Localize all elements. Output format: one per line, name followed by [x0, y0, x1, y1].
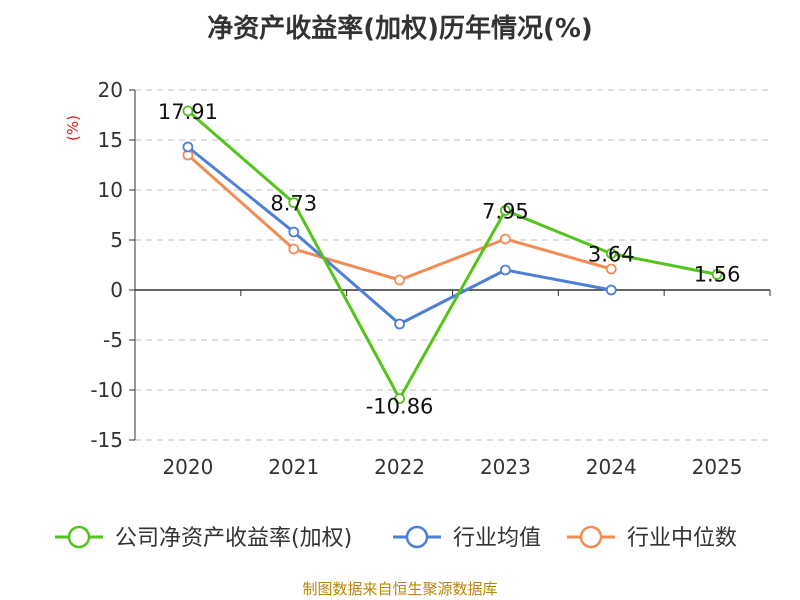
data-point	[288, 197, 300, 209]
legend-swatch-marker	[405, 525, 429, 549]
y-tick-label: 20	[98, 78, 123, 102]
grid-lines	[135, 89, 770, 441]
legend-item[interactable]: 公司净资产收益率(加权)	[55, 525, 352, 551]
data-point	[394, 274, 405, 286]
x-tick-label: 2025	[692, 455, 743, 479]
data-point	[182, 105, 194, 117]
axes	[129, 89, 771, 441]
y-tick-label: 10	[98, 178, 123, 202]
legend-swatch-marker	[67, 525, 91, 549]
data-point	[500, 264, 511, 276]
data-point	[605, 284, 617, 296]
y-axis-label: (%)	[64, 115, 82, 141]
data-label: -10.86	[366, 395, 434, 419]
data-point	[394, 393, 405, 405]
legend-label: 行业均值	[453, 526, 541, 551]
y-tick-label: 0	[110, 278, 123, 302]
data-point	[711, 268, 723, 280]
data-point	[288, 243, 300, 255]
data-point	[500, 205, 511, 216]
legend-label: 公司净资产收益率(加权)	[115, 526, 352, 551]
data-labels: 17.91 8.73 -10.86 7.95 3.64 1.56	[158, 100, 741, 419]
data-label: 17.91	[158, 100, 218, 124]
data-label: 8.73	[270, 192, 317, 216]
series-line	[186, 145, 612, 326]
data-point	[288, 226, 300, 238]
x-tick-label: 2023	[480, 455, 531, 479]
x-tick-label: 2020	[162, 455, 213, 479]
series-line	[186, 109, 718, 401]
series-line	[186, 153, 612, 282]
legend-item[interactable]: 行业均值	[393, 525, 541, 551]
legend-item[interactable]: 行业中位数	[567, 525, 737, 551]
x-tick-label: 2024	[586, 455, 637, 479]
x-tick-label: 2022	[374, 455, 425, 479]
source-note: 制图数据来自恒生聚源数据库	[302, 580, 498, 598]
y-tick-label: -5	[103, 328, 123, 352]
chart-title: 净资产收益率(加权)历年情况(%)	[207, 14, 593, 44]
data-point	[182, 141, 194, 153]
x-tick-label: 2021	[268, 455, 319, 479]
legend-swatch-marker	[579, 525, 603, 549]
legend: 公司净资产收益率(加权) 行业均值 行业中位数	[55, 525, 737, 551]
data-label: 3.64	[588, 243, 635, 267]
legend-label: 行业中位数	[627, 526, 737, 551]
series-lines	[186, 109, 718, 401]
data-point	[500, 233, 511, 245]
data-label: 7.95	[482, 200, 529, 224]
tick-labels: 20 15 10 5 0 -5 -10 -15 2020 2021 2022 2023 2024 2025	[90, 78, 742, 479]
data-point	[605, 263, 617, 275]
y-tick-label: 15	[98, 128, 123, 152]
y-tick-label: -15	[90, 428, 123, 452]
data-label: 1.56	[694, 262, 741, 286]
data-point	[394, 318, 405, 330]
y-tick-label: -10	[90, 378, 123, 402]
data-point	[605, 248, 617, 260]
series-points	[182, 105, 723, 405]
y-tick-label: 5	[110, 228, 123, 252]
